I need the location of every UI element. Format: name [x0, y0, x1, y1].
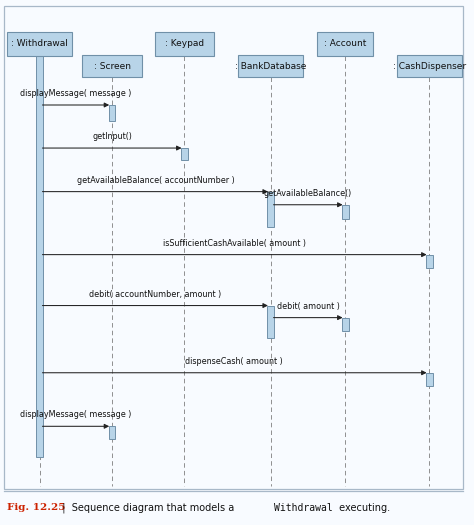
Bar	[267, 192, 274, 227]
Bar	[109, 426, 115, 439]
Text: : Withdrawal: : Withdrawal	[11, 39, 68, 48]
Text: : Keypad: : Keypad	[165, 39, 204, 48]
Text: isSufficientCashAvailable( amount ): isSufficientCashAvailable( amount )	[163, 239, 306, 248]
Bar	[7, 32, 73, 56]
Bar	[267, 306, 274, 338]
Text: |  Sequence diagram that models a: | Sequence diagram that models a	[56, 502, 237, 513]
Text: displayMessage( message ): displayMessage( message )	[20, 89, 132, 98]
Bar	[397, 55, 462, 77]
Bar	[342, 205, 349, 219]
Bar	[155, 32, 214, 56]
Bar	[318, 32, 374, 56]
Bar	[342, 318, 349, 331]
Text: displayMessage( message ): displayMessage( message )	[20, 411, 132, 419]
Text: Withdrawal: Withdrawal	[274, 502, 333, 513]
Text: getInput(): getInput()	[92, 132, 132, 141]
Bar	[36, 56, 44, 457]
Text: Fig. 12.25: Fig. 12.25	[8, 503, 66, 512]
Bar	[82, 55, 142, 77]
Text: getAvailableBalance( accountNumber ): getAvailableBalance( accountNumber )	[77, 176, 234, 185]
Text: executing.: executing.	[336, 502, 390, 513]
Text: : Screen: : Screen	[93, 61, 130, 71]
Bar	[426, 373, 433, 386]
Bar	[238, 55, 303, 77]
Text: : BankDatabase: : BankDatabase	[235, 61, 307, 71]
Bar	[426, 255, 433, 268]
Text: : CashDispenser: : CashDispenser	[393, 61, 466, 71]
Text: dispenseCash( amount ): dispenseCash( amount )	[185, 357, 283, 366]
Text: debit( accountNumber, amount ): debit( accountNumber, amount )	[89, 290, 221, 299]
Text: getAvailableBalance(): getAvailableBalance()	[264, 189, 352, 198]
Text: : Account: : Account	[324, 39, 366, 48]
Text: debit( amount ): debit( amount )	[277, 302, 339, 311]
Bar	[109, 105, 115, 121]
Bar	[181, 148, 188, 160]
